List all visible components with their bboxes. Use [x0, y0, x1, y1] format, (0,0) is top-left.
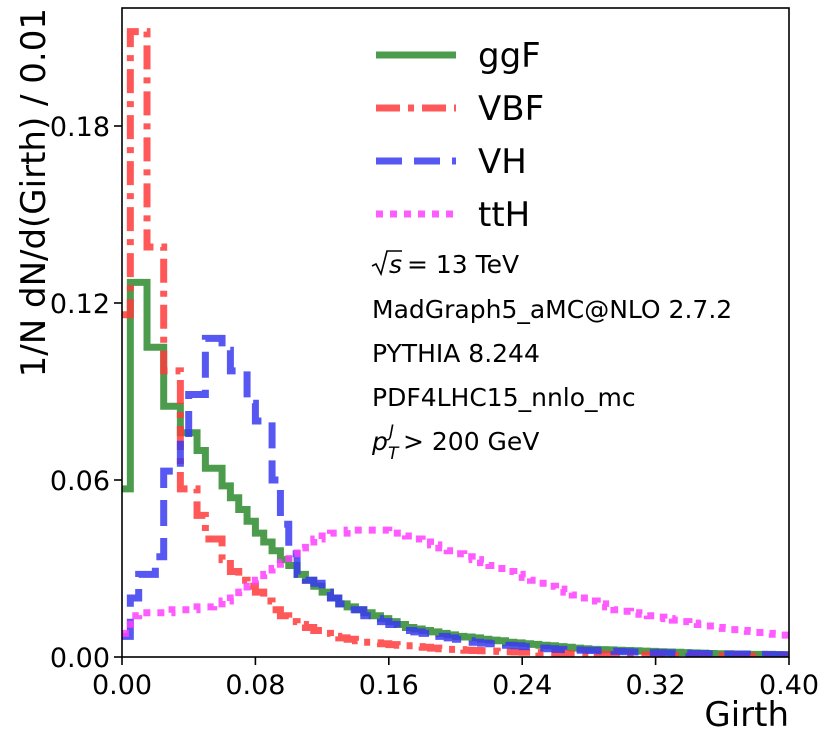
svg-text:p: p	[371, 427, 388, 456]
sqrt-sign	[371, 250, 402, 277]
x-tick-label: 0.40	[759, 670, 819, 701]
svg-text:s: s	[389, 250, 402, 279]
y-tick-label: 0.18	[50, 112, 110, 143]
annotation-pdf: PDF4LHC15_nnlo_mc	[372, 383, 636, 412]
series-line-tth	[122, 526, 789, 639]
x-tick-label: 0.32	[626, 670, 686, 701]
svg-text:= 13 TeV: = 13 TeV	[407, 250, 519, 279]
plot-frame	[121, 7, 790, 658]
x-tick-label: 0.08	[225, 670, 285, 701]
annotation-shower: PYTHIA 8.244	[372, 339, 540, 368]
svg-text:J: J	[386, 422, 394, 442]
x-tick-label: 0.16	[359, 670, 419, 701]
annotation-energy: s = 13 TeV	[371, 250, 519, 279]
svg-text:T: T	[388, 444, 400, 464]
y-tick-label: 0.06	[50, 466, 110, 497]
annotation-generator: MadGraph5_aMC@NLO 2.7.2	[372, 295, 732, 324]
series-line-vh	[122, 334, 789, 657]
series-line-vbf	[122, 28, 789, 657]
annotation-block: s = 13 TeV MadGraph5_aMC@NLO 2.7.2 PYTHI…	[371, 250, 732, 464]
y-axis: 0.00 0.06 0.12 0.18	[50, 112, 122, 674]
svg-text:> 200 GeV: > 200 GeV	[403, 427, 539, 456]
y-tick-label: 0.12	[50, 289, 110, 320]
x-tick-label: 0.24	[492, 670, 552, 701]
x-axis: 0.00 0.08 0.16 0.24 0.32 0.40	[92, 657, 819, 701]
y-axis-title: 1/N dN/d(Girth) / 0.01	[14, 8, 54, 377]
legend: ggF VBF VH ttH	[376, 36, 544, 235]
legend-label-vbf: VBF	[478, 89, 544, 129]
legend-label-ggf: ggF	[478, 36, 541, 76]
x-tick-label: 0.00	[92, 670, 152, 701]
legend-label-tth: ttH	[478, 195, 530, 235]
x-axis-title: Girth	[704, 695, 789, 735]
y-tick-label: 0.00	[50, 643, 110, 674]
series-layer	[122, 28, 789, 657]
legend-label-vh: VH	[478, 142, 527, 182]
annotation-pt-cut: p T J > 200 GeV	[371, 422, 539, 464]
